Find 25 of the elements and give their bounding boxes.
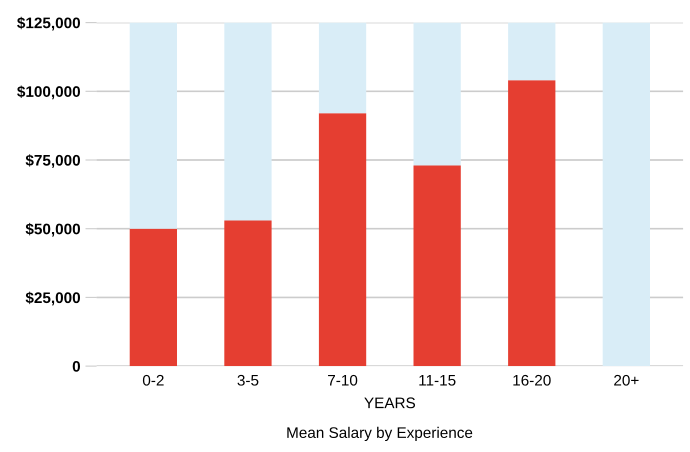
x-axis-title: YEARS (364, 397, 416, 408)
x-tick-label: 20+ (614, 374, 639, 386)
bar (414, 166, 461, 366)
text: Mean Salary by Experience (287, 426, 472, 442)
bar (318, 113, 366, 366)
y-tick-label: $75,000 (26, 154, 80, 168)
y-tick-label: $100,000 (17, 86, 80, 100)
bar (224, 220, 272, 366)
y-tick-label: $50,000 (26, 222, 80, 237)
y-tick-label: 0 (72, 360, 80, 372)
bar (508, 80, 556, 366)
bar (414, 22, 461, 166)
bar (130, 22, 178, 229)
bar (130, 228, 178, 366)
x-tick-label: 0-2 (142, 374, 164, 386)
bar (602, 22, 650, 366)
bar (508, 22, 556, 80)
x-tick-label: 3-5 (238, 374, 258, 386)
y-tick-label: $125,000 (17, 16, 80, 30)
bar (318, 22, 366, 114)
x-tick-label: 11-15 (419, 375, 456, 386)
x-tick-label: 7-10 (328, 374, 358, 386)
y-tick-label: $25,000 (26, 292, 80, 306)
bar (224, 22, 272, 220)
x-tick-label: 16-20 (513, 374, 551, 386)
